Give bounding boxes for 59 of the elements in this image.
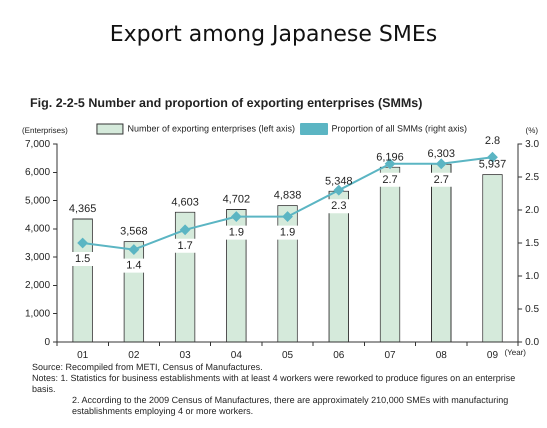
y-axis-title: (Enterprises) <box>22 126 68 136</box>
y-tick-label: 2,000 <box>24 280 50 292</box>
data-label: 5,348 <box>325 175 353 188</box>
data-label: 6,303 <box>427 148 456 160</box>
y2-axis-title: (%) <box>526 126 538 136</box>
legend-label: Proportion of all SMMs (right axis) <box>332 123 468 134</box>
data-label: 4,603 <box>171 196 199 208</box>
point <box>334 185 344 196</box>
data-label: 4,702 <box>222 194 250 206</box>
data-label: 3,568 <box>120 226 148 238</box>
data-label: 1.9 <box>228 226 244 239</box>
data-label: 2.7 <box>382 174 398 186</box>
y-tick-label: 0 <box>44 336 50 348</box>
data-label: 1.5 <box>74 253 90 266</box>
y-tick-label: 3,000 <box>24 252 50 263</box>
data-label: 2.8 <box>484 135 500 148</box>
x-tick-label: 08 <box>436 350 448 361</box>
text: Notes: 1. Statistics for business establishments with at least 4 workers were reworked to produce figures on an enterprise basis. <box>32 373 516 395</box>
data-label: 2.3 <box>331 200 346 212</box>
x-tick-label: 01 <box>77 350 89 361</box>
point <box>282 212 293 222</box>
data-label: 4,838 <box>274 190 302 202</box>
y-tick-label: 7,000 <box>24 138 50 150</box>
point <box>128 244 139 255</box>
data-label: 1.7 <box>177 240 193 252</box>
legend-label: Number of exporting enterprises (left axis) <box>127 123 296 134</box>
y-tick-label: 5,000 <box>24 195 50 206</box>
chart-subtitle: Fig. 2-2-5 Number and proportion of exporting enterprises (SMMs) <box>30 96 422 110</box>
data-label: 1.4 <box>126 260 142 272</box>
y-tick-label: 6,000 <box>24 167 50 178</box>
text: 2. According to the 2009 Census of Manufactures, there are approximately 210,000 SMEs with manufacturing establishments employing 4 or more workers. <box>71 395 510 417</box>
y2-tick-label: 2.5 <box>525 172 540 183</box>
x-tick-label: 04 <box>230 350 242 361</box>
x-tick-label: 05 <box>282 350 294 361</box>
source-note: Source: Recompiled from METI, Census of Manufactures. <box>32 362 264 373</box>
point <box>436 158 446 169</box>
data-label: 6,196 <box>376 151 404 164</box>
y2-tick-label: 2.0 <box>525 204 540 216</box>
point <box>231 212 242 222</box>
x-tick-label: 07 <box>384 350 396 361</box>
data-label: 5,937 <box>478 158 506 171</box>
data-label: 1.9 <box>280 226 296 239</box>
y2-tick-label: 3.0 <box>525 138 540 150</box>
x-axis-title: (Year) <box>504 348 526 358</box>
y2-tick-label: 1.5 <box>525 238 540 249</box>
x-tick-label: 09 <box>486 350 498 361</box>
data-label: 4,365 <box>68 203 96 216</box>
point <box>78 238 88 248</box>
y2-tick-label: 0.0 <box>525 336 540 348</box>
y-tick-label: 1,000 <box>24 308 50 320</box>
chart-title: Export among Japanese SMEs <box>108 22 438 47</box>
y2-tick-label: 1.0 <box>525 270 540 282</box>
y2-tick-label: 0.5 <box>525 304 540 315</box>
x-tick-label: 02 <box>128 350 140 361</box>
x-tick-label: 03 <box>180 350 192 361</box>
point <box>180 224 190 235</box>
data-label: 2.7 <box>434 174 449 186</box>
y-tick-label: 4,000 <box>24 224 50 235</box>
x-tick-label: 06 <box>333 350 345 361</box>
